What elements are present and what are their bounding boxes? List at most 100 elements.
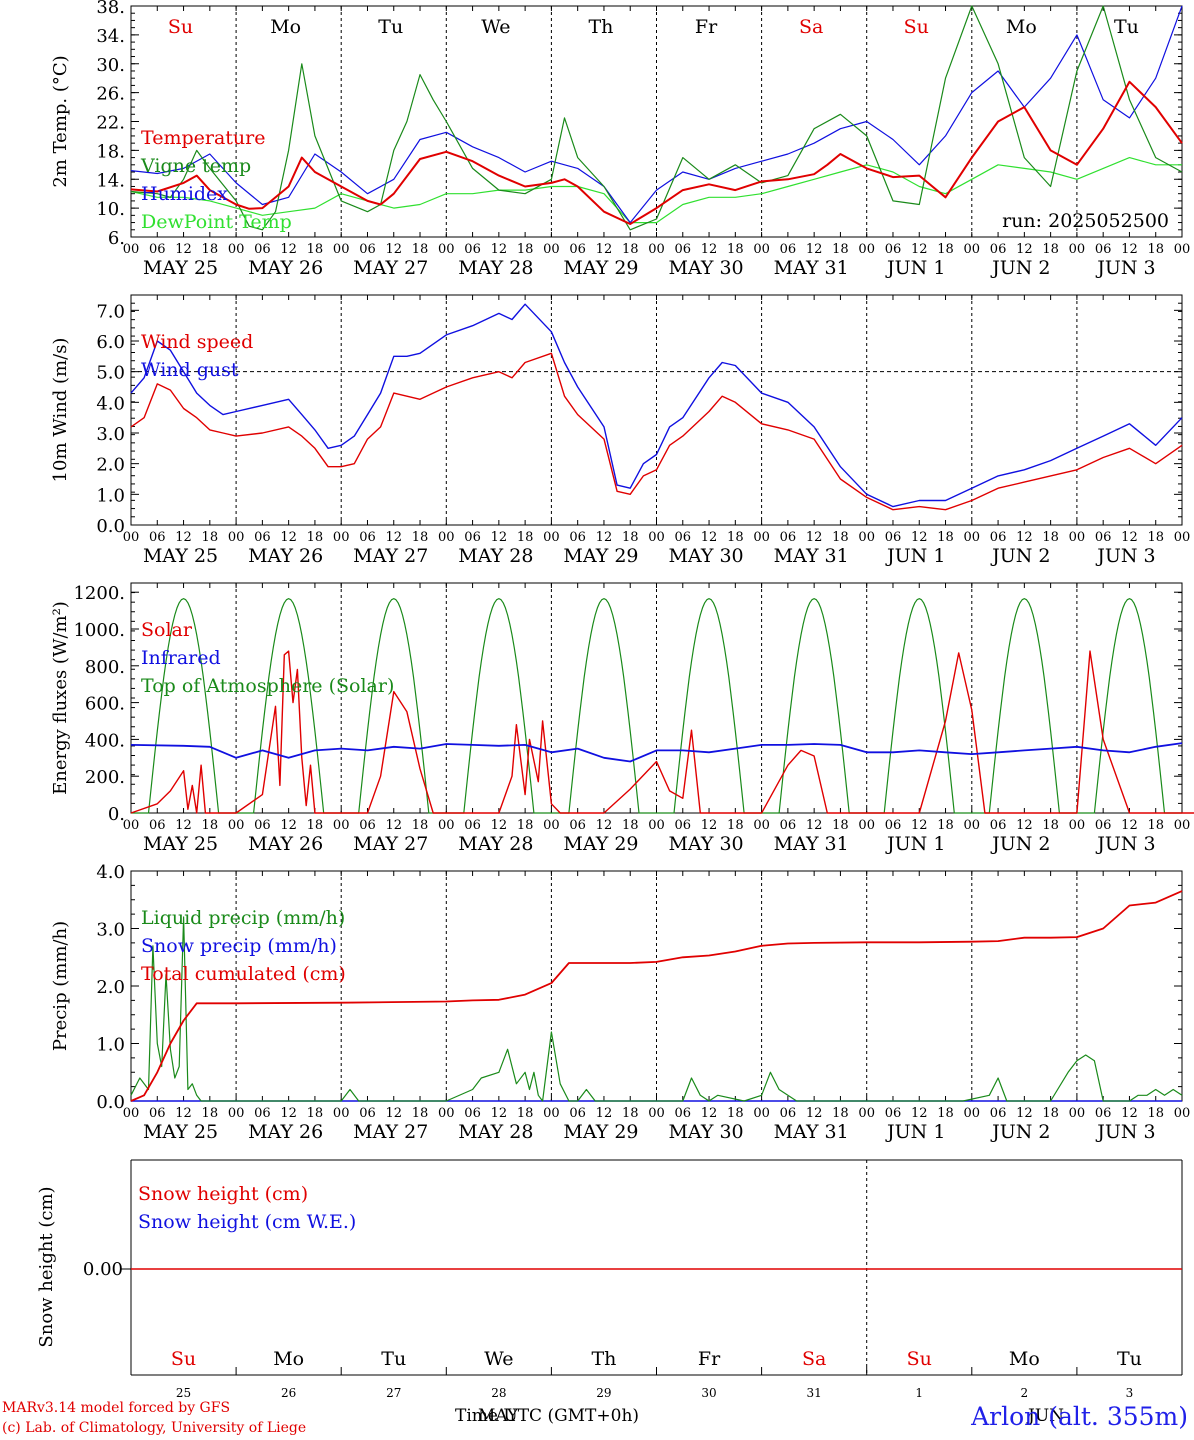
legend-dewpoint-temp: DewPoint Temp (141, 211, 292, 233)
date-label: JUN 1 (885, 257, 945, 279)
hour-label: 18 (1147, 530, 1164, 545)
date-label: MAY 26 (248, 257, 323, 279)
legend-liquid-precip-mm-h-: Liquid precip (mm/h) (141, 907, 345, 929)
y-tick-label: 5.0 (96, 363, 125, 384)
hour-label: 12 (596, 1106, 613, 1121)
legend-wind-speed: Wind speed (141, 331, 253, 353)
date-label: MAY 26 (248, 1121, 323, 1143)
hour-label: 18 (1147, 242, 1164, 257)
hour-label: 06 (359, 530, 376, 545)
y-tick-label: 1.0 (96, 1035, 125, 1056)
hour-label: 12 (701, 242, 718, 257)
hour-label: 06 (569, 818, 586, 833)
hour-label: 06 (780, 1106, 797, 1121)
hour-label: 06 (780, 818, 797, 833)
hour-label: 00 (1174, 530, 1191, 545)
legend-infrared: Infrared (141, 647, 221, 669)
y-tick-label: 1200. (73, 583, 125, 604)
hour-label: 00 (228, 1106, 245, 1121)
hour-label: 12 (175, 1106, 192, 1121)
hour-label: 00 (123, 818, 140, 833)
hour-label: 00 (1069, 530, 1086, 545)
hour-label: 00 (123, 530, 140, 545)
y-tick-label: 18. (96, 141, 125, 162)
hour-label: 18 (622, 242, 639, 257)
hour-label: 00 (858, 242, 875, 257)
date-label: MAY 28 (458, 833, 533, 855)
hour-label: 00 (1174, 818, 1191, 833)
y-tick-label: 400. (85, 730, 125, 751)
hour-label: 00 (964, 530, 981, 545)
y-tick-label: 4.0 (96, 393, 125, 414)
weekday-label: Mo (1009, 1348, 1040, 1370)
hour-label: 06 (359, 818, 376, 833)
date-label: JUN 2 (990, 833, 1050, 855)
date-label: JUN 1 (885, 1121, 945, 1143)
hour-label: 18 (832, 242, 849, 257)
legend-total-cumulated-cm-: Total cumulated (cm) (141, 963, 346, 985)
hour-label: 06 (1095, 242, 1112, 257)
weekday-label: Th (591, 1348, 616, 1370)
series-wind-gust (130, 303, 1183, 508)
date-label: MAY 31 (774, 545, 849, 567)
weekday-label: Mo (270, 16, 301, 38)
date-label: MAY 30 (668, 545, 743, 567)
y-tick-label: 2.0 (96, 977, 125, 998)
hour-label: 18 (1147, 818, 1164, 833)
hour-label: 18 (1042, 818, 1059, 833)
hour-label: 06 (254, 242, 271, 257)
y-tick-label: 1000. (73, 620, 125, 641)
date-label: MAY 28 (458, 545, 533, 567)
weekday-label: Th (588, 16, 613, 38)
series-infrared (130, 742, 1183, 763)
hour-label: 00 (543, 242, 560, 257)
y-tick-label: 7.0 (96, 301, 125, 322)
date-label: MAY 29 (563, 545, 638, 567)
hour-label: 18 (202, 1106, 219, 1121)
series-vigne-temp (130, 5, 1183, 231)
hour-label: 06 (254, 1106, 271, 1121)
hour-label: 18 (202, 530, 219, 545)
hour-label: 00 (228, 530, 245, 545)
date-label: JUN 3 (1095, 545, 1155, 567)
hour-label: 00 (964, 242, 981, 257)
day-number-label: 31 (807, 1386, 822, 1400)
hour-label: 18 (517, 818, 534, 833)
x-axis-title: Time UTC (GMT+0h) (455, 1406, 640, 1426)
hour-label: 18 (517, 530, 534, 545)
hour-label: 18 (517, 1106, 534, 1121)
hour-label: 12 (806, 530, 823, 545)
hour-label: 00 (333, 818, 350, 833)
day-number-label: 25 (176, 1386, 191, 1400)
hour-label: 00 (753, 1106, 770, 1121)
hour-label: 06 (569, 1106, 586, 1121)
weekday-label: Su (907, 1348, 932, 1370)
hour-label: 18 (202, 818, 219, 833)
hour-label: 00 (753, 818, 770, 833)
hour-label: 00 (648, 242, 665, 257)
hour-label: 06 (990, 242, 1007, 257)
y-tick-label: 0.00 (83, 1259, 123, 1280)
day-number-label: 28 (491, 1386, 506, 1400)
date-label: MAY 28 (458, 257, 533, 279)
date-label: JUN 2 (990, 545, 1050, 567)
y-tick-label: 10. (96, 199, 125, 220)
series-liquid-precip (130, 916, 1183, 1102)
hour-label: 12 (1121, 242, 1138, 257)
hour-label: 12 (1016, 818, 1033, 833)
hour-label: 12 (1016, 1106, 1033, 1121)
hour-label: 12 (911, 530, 928, 545)
date-label: MAY 30 (668, 833, 743, 855)
date-label: MAY 29 (563, 257, 638, 279)
hour-label: 06 (464, 242, 481, 257)
hour-label: 18 (412, 1106, 429, 1121)
hour-label: 00 (1069, 1106, 1086, 1121)
hour-label: 12 (175, 818, 192, 833)
hour-label: 18 (412, 530, 429, 545)
hour-label: 06 (885, 818, 902, 833)
day-number-label: 29 (596, 1386, 611, 1400)
hour-label: 12 (701, 1106, 718, 1121)
weekday-label: Tu (1114, 16, 1139, 38)
y-tick-label: 2.0 (96, 455, 125, 476)
hour-label: 06 (569, 530, 586, 545)
